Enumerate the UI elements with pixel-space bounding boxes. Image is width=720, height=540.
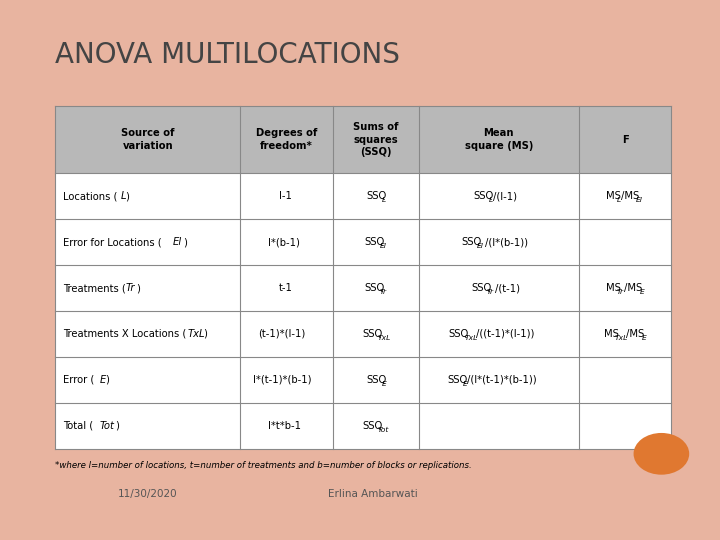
Text: /MS: /MS <box>621 191 639 201</box>
Text: Locations (: Locations ( <box>63 191 117 201</box>
Text: TxL: TxL <box>464 335 477 341</box>
Text: E: E <box>463 381 468 387</box>
Text: E: E <box>640 289 645 295</box>
Text: SSQ: SSQ <box>472 283 492 293</box>
Text: Tot: Tot <box>99 421 114 431</box>
Text: L: L <box>382 197 386 203</box>
Text: 11/30/2020: 11/30/2020 <box>118 489 178 498</box>
Text: Tot: Tot <box>377 427 389 433</box>
Bar <box>55 357 671 403</box>
Text: Tr: Tr <box>616 289 624 295</box>
Text: /(t-1): /(t-1) <box>495 283 520 293</box>
Text: L: L <box>120 191 126 201</box>
Text: F: F <box>622 134 629 145</box>
Text: SSQ: SSQ <box>449 329 469 339</box>
Text: El: El <box>636 197 643 203</box>
Bar <box>55 311 671 357</box>
Bar <box>55 265 671 311</box>
Text: SSQ: SSQ <box>366 191 386 201</box>
Text: L: L <box>489 197 493 203</box>
Text: Error (: Error ( <box>63 375 94 385</box>
Bar <box>55 219 671 265</box>
Text: Degrees of
freedom*: Degrees of freedom* <box>256 129 317 151</box>
Text: SSQ: SSQ <box>474 191 494 201</box>
Text: El: El <box>379 243 387 249</box>
Text: MS: MS <box>606 191 621 201</box>
Text: ): ) <box>136 283 140 293</box>
Text: Treatments X Locations (: Treatments X Locations ( <box>63 329 186 339</box>
Text: /(l-1): /(l-1) <box>493 191 517 201</box>
Text: SSQ: SSQ <box>364 237 384 247</box>
Text: Tr: Tr <box>379 289 387 295</box>
Text: Tr: Tr <box>126 283 135 293</box>
Text: SSQ: SSQ <box>448 375 468 385</box>
Text: SSQ: SSQ <box>461 237 482 247</box>
Bar <box>55 173 671 219</box>
Text: (t-1)*(l-1): (t-1)*(l-1) <box>258 329 305 339</box>
Text: Error for Locations (: Error for Locations ( <box>63 237 162 247</box>
Text: E: E <box>642 335 647 341</box>
Bar <box>55 106 671 173</box>
Circle shape <box>634 433 689 475</box>
Text: ANOVA MULTILOCATIONS: ANOVA MULTILOCATIONS <box>55 42 400 70</box>
Text: Erlina Ambarwati: Erlina Ambarwati <box>328 489 418 498</box>
Text: ): ) <box>115 421 119 431</box>
Text: SSQ: SSQ <box>362 329 382 339</box>
Text: E: E <box>99 375 106 385</box>
Text: MS: MS <box>606 283 621 293</box>
Text: l*t*b-1: l*t*b-1 <box>268 421 301 431</box>
Text: E: E <box>382 381 386 387</box>
Text: SSQ: SSQ <box>364 283 384 293</box>
Text: /(l*(b-1)): /(l*(b-1)) <box>485 237 528 247</box>
Text: Sums of
squares
(SSQ): Sums of squares (SSQ) <box>353 122 398 157</box>
Text: *where l=number of locations, t=number of treatments and b=number of blocks or r: *where l=number of locations, t=number o… <box>55 461 472 470</box>
Text: l*(t-1)*(b-1): l*(t-1)*(b-1) <box>253 375 311 385</box>
Text: TxL: TxL <box>188 329 206 339</box>
Text: Source of
variation: Source of variation <box>121 129 174 151</box>
Text: TxL: TxL <box>377 335 391 341</box>
Text: El: El <box>477 243 484 249</box>
Text: Total (: Total ( <box>63 421 94 431</box>
Text: ): ) <box>204 329 207 339</box>
Text: ): ) <box>105 375 109 385</box>
Text: l*(b-1): l*(b-1) <box>268 237 300 247</box>
Text: Mean
square (MS): Mean square (MS) <box>464 129 533 151</box>
Text: Treatments (: Treatments ( <box>63 283 126 293</box>
Text: ): ) <box>126 191 130 201</box>
Text: l-1: l-1 <box>279 191 292 201</box>
Bar <box>55 403 671 449</box>
Text: TxL: TxL <box>615 335 628 341</box>
Text: ): ) <box>183 237 186 247</box>
Text: /((t-1)*(l-1)): /((t-1)*(l-1)) <box>476 329 534 339</box>
Text: MS: MS <box>604 329 619 339</box>
Text: Tr: Tr <box>487 289 494 295</box>
Text: L: L <box>616 197 621 203</box>
Text: SSQ: SSQ <box>366 375 386 385</box>
Text: El: El <box>173 237 181 247</box>
Text: /(l*(t-1)*(b-1)): /(l*(t-1)*(b-1)) <box>467 375 536 385</box>
Text: /MS: /MS <box>626 329 644 339</box>
Text: /MS: /MS <box>624 283 643 293</box>
Text: SSQ: SSQ <box>362 421 382 431</box>
Text: t-1: t-1 <box>279 283 292 293</box>
